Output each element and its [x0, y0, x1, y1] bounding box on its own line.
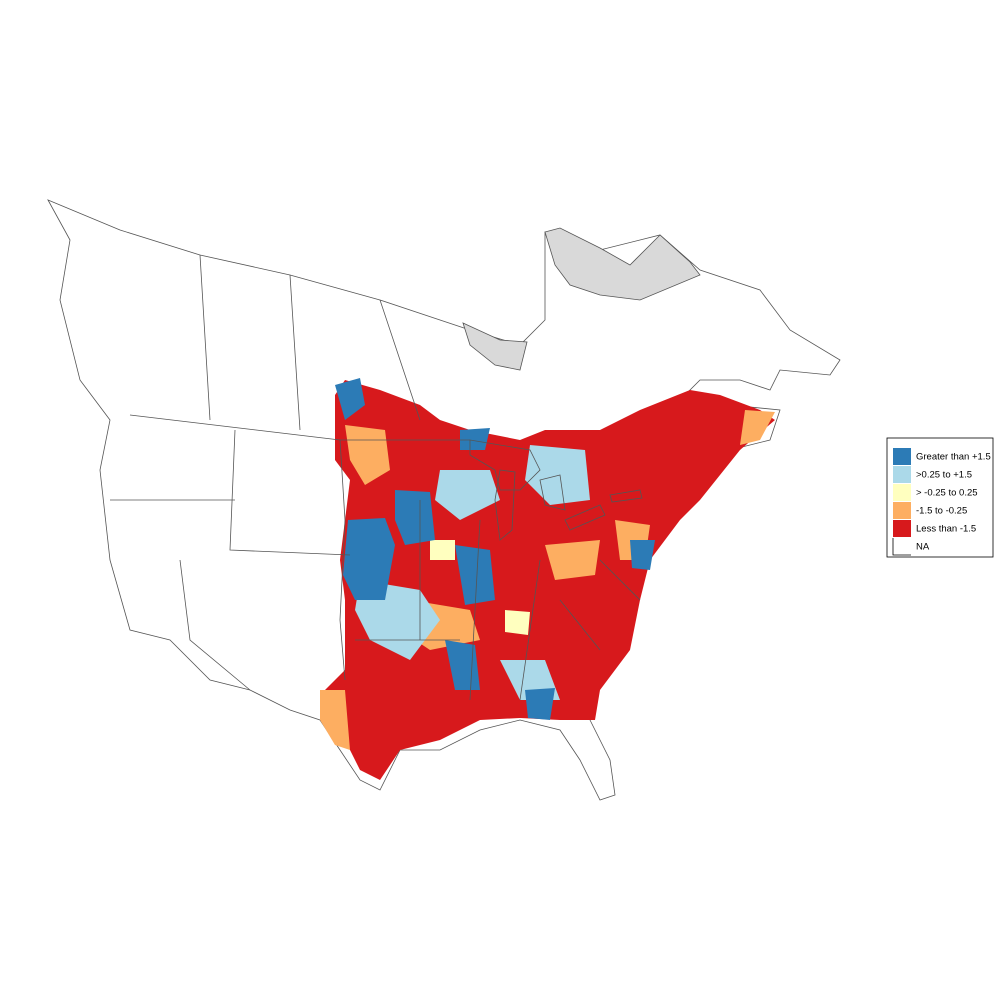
lake — [609, 489, 643, 503]
border — [110, 254, 641, 701]
legend-label: Less than -1.5 — [916, 524, 976, 535]
region-patch — [460, 428, 490, 450]
legend-label: Greater than +1.5 — [916, 452, 991, 463]
region-patch — [505, 610, 530, 635]
region-patch — [320, 380, 775, 780]
region-patch — [430, 540, 455, 560]
legend-swatch — [893, 502, 911, 519]
na-region — [462, 322, 528, 371]
region-patch — [525, 445, 590, 505]
region-patch — [320, 690, 350, 750]
legend-label: NA — [916, 542, 930, 553]
legend-label: -1.5 to -0.25 — [916, 506, 967, 517]
survey-region — [320, 378, 775, 780]
region-patch — [525, 688, 555, 720]
lake — [539, 474, 566, 511]
legend-swatch — [893, 466, 911, 483]
legend: Greater than +1.5 >0.25 to +1.5 > -0.25 to… — [886, 437, 994, 558]
land — [47, 199, 841, 801]
region-patch — [630, 540, 655, 570]
lake — [469, 439, 541, 491]
region-patch — [455, 545, 495, 605]
region-patch — [395, 490, 435, 545]
region-patch — [343, 518, 395, 600]
lake — [494, 469, 516, 541]
region-patch — [335, 378, 365, 420]
region-patch — [740, 410, 775, 445]
legend-swatch — [893, 520, 911, 537]
legend-swatch — [892, 538, 911, 556]
na-region — [544, 227, 701, 301]
boundaries — [110, 254, 641, 701]
region-patch — [435, 470, 500, 520]
legend-swatch — [893, 448, 911, 465]
region-patch — [545, 540, 600, 580]
legend-swatch — [893, 484, 911, 501]
legend-label: >0.25 to +1.5 — [916, 470, 972, 481]
lake — [564, 504, 606, 531]
legend-label: > -0.25 to 0.25 — [916, 488, 978, 499]
